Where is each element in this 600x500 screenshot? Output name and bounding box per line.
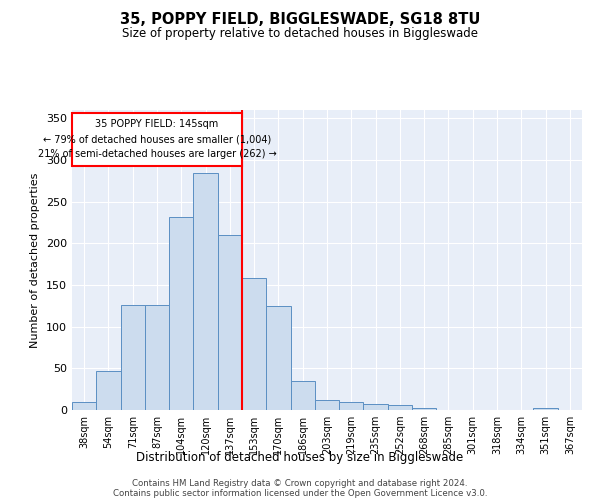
Text: Size of property relative to detached houses in Biggleswade: Size of property relative to detached ho… (122, 28, 478, 40)
Bar (218, 235, 242, 410)
Text: 21% of semi-detached houses are larger (262) →: 21% of semi-detached houses are larger (… (38, 149, 277, 159)
Y-axis label: Number of detached properties: Number of detached properties (31, 172, 40, 348)
Bar (412, 408, 436, 410)
Bar (290, 381, 315, 410)
Text: 35, POPPY FIELD, BIGGLESWADE, SG18 8TU: 35, POPPY FIELD, BIGGLESWADE, SG18 8TU (120, 12, 480, 28)
Bar (339, 402, 364, 410)
Bar (121, 305, 145, 410)
FancyBboxPatch shape (72, 114, 242, 166)
Bar (242, 278, 266, 410)
Bar (533, 408, 558, 410)
Bar (266, 306, 290, 410)
Text: Contains public sector information licensed under the Open Government Licence v3: Contains public sector information licen… (113, 490, 487, 498)
Text: 35 POPPY FIELD: 145sqm: 35 POPPY FIELD: 145sqm (95, 119, 218, 129)
Bar (364, 404, 388, 410)
Bar (388, 405, 412, 410)
Bar (169, 216, 193, 410)
Bar (193, 174, 218, 410)
Bar (145, 305, 169, 410)
Text: Contains HM Land Registry data © Crown copyright and database right 2024.: Contains HM Land Registry data © Crown c… (132, 480, 468, 488)
Bar (315, 400, 339, 410)
Bar (72, 402, 96, 410)
Text: ← 79% of detached houses are smaller (1,004): ← 79% of detached houses are smaller (1,… (43, 134, 271, 144)
Text: Distribution of detached houses by size in Biggleswade: Distribution of detached houses by size … (136, 451, 464, 464)
Bar (96, 371, 121, 410)
